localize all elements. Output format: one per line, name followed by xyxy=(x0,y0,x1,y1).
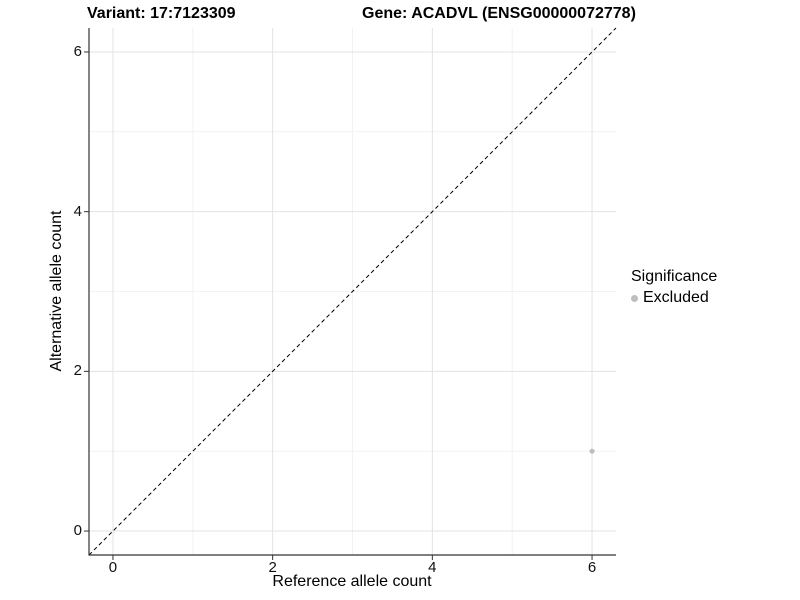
y-tick-label: 0 xyxy=(73,522,82,540)
legend-point-icon xyxy=(631,294,638,302)
x-axis-title: Reference allele count xyxy=(272,573,432,590)
y-tick-label: 2 xyxy=(73,362,82,380)
legend-title: Significance xyxy=(631,268,718,285)
legend: Significance Excluded xyxy=(631,268,717,307)
x-tick-label: 4 xyxy=(428,559,437,576)
plot-title-variant: Variant: 17:7123309 xyxy=(87,5,236,22)
x-tick-label: 6 xyxy=(587,559,597,576)
x-tick-label: 2 xyxy=(268,559,277,576)
y-tick-label: 4 xyxy=(73,202,82,220)
legend-item-label: Excluded xyxy=(643,289,709,306)
identity-dashed-line xyxy=(88,27,617,556)
plot-title-gene: Gene: ACADVL (ENSG00000072778) xyxy=(362,5,636,22)
data-point xyxy=(589,448,595,454)
y-tick-label: 6 xyxy=(73,42,82,60)
legend-item-excluded: Excluded xyxy=(631,289,717,307)
y-axis-title: Alternative allele count xyxy=(48,210,65,372)
x-tick-label: 0 xyxy=(108,559,118,576)
